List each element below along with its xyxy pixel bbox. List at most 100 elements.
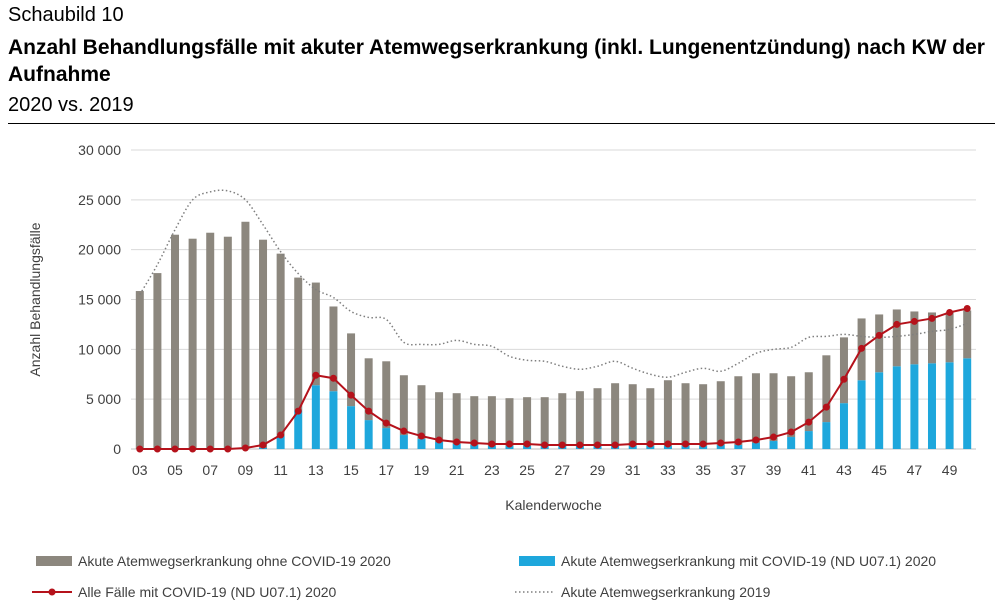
bar-mit-covid (329, 391, 338, 449)
marker-alle-covid (400, 427, 408, 435)
bar-ohne-covid (575, 391, 584, 447)
bar-mit-covid (382, 428, 391, 449)
x-tick-label: 45 (871, 462, 887, 478)
bar-mit-covid (734, 445, 743, 449)
marker-alle-covid (153, 445, 161, 453)
x-tick-label: 29 (590, 462, 606, 478)
marker-alle-covid (858, 344, 866, 352)
bar-ohne-covid (259, 239, 268, 449)
bar-ohne-covid (347, 333, 356, 407)
bar-ohne-covid (699, 384, 708, 447)
x-tick-label: 19 (414, 462, 430, 478)
x-tick-label: 25 (519, 462, 535, 478)
marker-alle-covid (365, 407, 373, 415)
bar-ohne-covid (804, 372, 813, 432)
bar-mit-covid (945, 362, 954, 449)
y-tick-label: 0 (113, 441, 121, 457)
bar-mit-covid (347, 406, 356, 449)
bar-mit-covid (963, 358, 972, 449)
y-tick-label: 15 000 (78, 292, 121, 308)
legend-swatch-alle-covid (32, 587, 72, 597)
marker-alle-covid (523, 440, 531, 448)
x-tick-label: 17 (378, 462, 394, 478)
marker-alle-covid (822, 403, 830, 411)
marker-alle-covid (611, 441, 619, 449)
legend-swatch-ohne-covid (36, 556, 72, 566)
chart-subtitle: 2020 vs. 2019 (8, 94, 134, 116)
bar-ohne-covid (646, 388, 655, 447)
bar-mit-covid (716, 445, 725, 449)
marker-alle-covid (805, 418, 813, 426)
x-tick-label: 03 (132, 462, 148, 478)
marker-alle-covid (928, 314, 936, 322)
marker-alle-covid (629, 440, 637, 448)
x-tick-label: 47 (907, 462, 923, 478)
x-tick-label: 09 (238, 462, 254, 478)
marker-alle-covid (840, 375, 848, 383)
bar-ohne-covid (382, 361, 391, 429)
bar-mit-covid (769, 441, 778, 449)
bar-ohne-covid (822, 355, 831, 423)
x-tick-label: 33 (660, 462, 676, 478)
x-tick-label: 31 (625, 462, 641, 478)
x-tick-label: 23 (484, 462, 500, 478)
bar-ohne-covid (540, 397, 549, 447)
legend-item-alle-covid: Alle Fälle mit COVID-19 (ND U07.1) 2020 (32, 584, 336, 600)
marker-alle-covid (259, 441, 267, 449)
marker-alle-covid (206, 445, 214, 453)
marker-alle-covid (224, 445, 232, 453)
bar-ohne-covid (206, 232, 215, 449)
x-tick-label: 27 (555, 462, 571, 478)
legend-label-ohne-covid: Akute Atemwegserkrankung ohne COVID-19 2… (78, 553, 391, 569)
bar-mit-covid (875, 372, 884, 449)
bar-ohne-covid (188, 238, 197, 449)
bar-ohne-covid (751, 373, 760, 444)
marker-alle-covid (963, 304, 971, 312)
marker-alle-covid (488, 440, 496, 448)
bar-ohne-covid (927, 312, 936, 364)
legend-swatch-2019 (515, 587, 555, 597)
bar-ohne-covid (417, 385, 426, 440)
y-axis-label: Anzahl Behandlungsfälle (27, 222, 43, 376)
bar-ohne-covid (628, 384, 637, 447)
bar-ohne-covid (470, 396, 479, 446)
bar-ohne-covid (769, 373, 778, 442)
marker-alle-covid (171, 445, 179, 453)
bar-ohne-covid (364, 358, 373, 421)
bar-ohne-covid (681, 383, 690, 447)
marker-alle-covid (312, 371, 320, 379)
marker-alle-covid (646, 440, 654, 448)
marker-alle-covid (435, 436, 443, 444)
bar-ohne-covid (839, 337, 848, 404)
x-tick-label: 43 (836, 462, 852, 478)
marker-alle-covid (893, 320, 901, 328)
chart-label: Schaubild 10 (8, 4, 124, 26)
chart-title: Anzahl Behandlungsfälle mit akuter Atemw… (8, 36, 985, 86)
bar-ohne-covid (663, 380, 672, 447)
bar-mit-covid (399, 435, 408, 449)
bar-mit-covid (822, 422, 831, 449)
bar-ohne-covid (452, 393, 461, 445)
marker-alle-covid (734, 438, 742, 446)
marker-alle-covid (770, 433, 778, 441)
y-tick-label: 20 000 (78, 242, 121, 258)
bar-mit-covid (435, 442, 444, 449)
y-tick-label: 10 000 (78, 341, 121, 357)
bar-mit-covid (892, 366, 901, 449)
marker-alle-covid (752, 436, 760, 444)
marker-alle-covid (594, 441, 602, 449)
marker-alle-covid (417, 432, 425, 440)
bar-ohne-covid (329, 306, 338, 392)
bar-ohne-covid (963, 310, 972, 359)
bar-mit-covid (787, 437, 796, 449)
x-tick-label: 49 (942, 462, 958, 478)
marker-alle-covid (946, 308, 954, 316)
legend-item-mit-covid: Akute Atemwegserkrankung mit COVID-19 (N… (519, 553, 936, 569)
legend-label-alle-covid: Alle Fälle mit COVID-19 (ND U07.1) 2020 (78, 584, 337, 600)
legend-item-ohne-covid: Akute Atemwegserkrankung ohne COVID-19 2… (36, 553, 391, 569)
bar-ohne-covid (716, 381, 725, 446)
x-tick-label: 37 (731, 462, 747, 478)
marker-alle-covid (505, 440, 513, 448)
bar-ohne-covid (875, 314, 884, 373)
bar-mit-covid (804, 431, 813, 449)
